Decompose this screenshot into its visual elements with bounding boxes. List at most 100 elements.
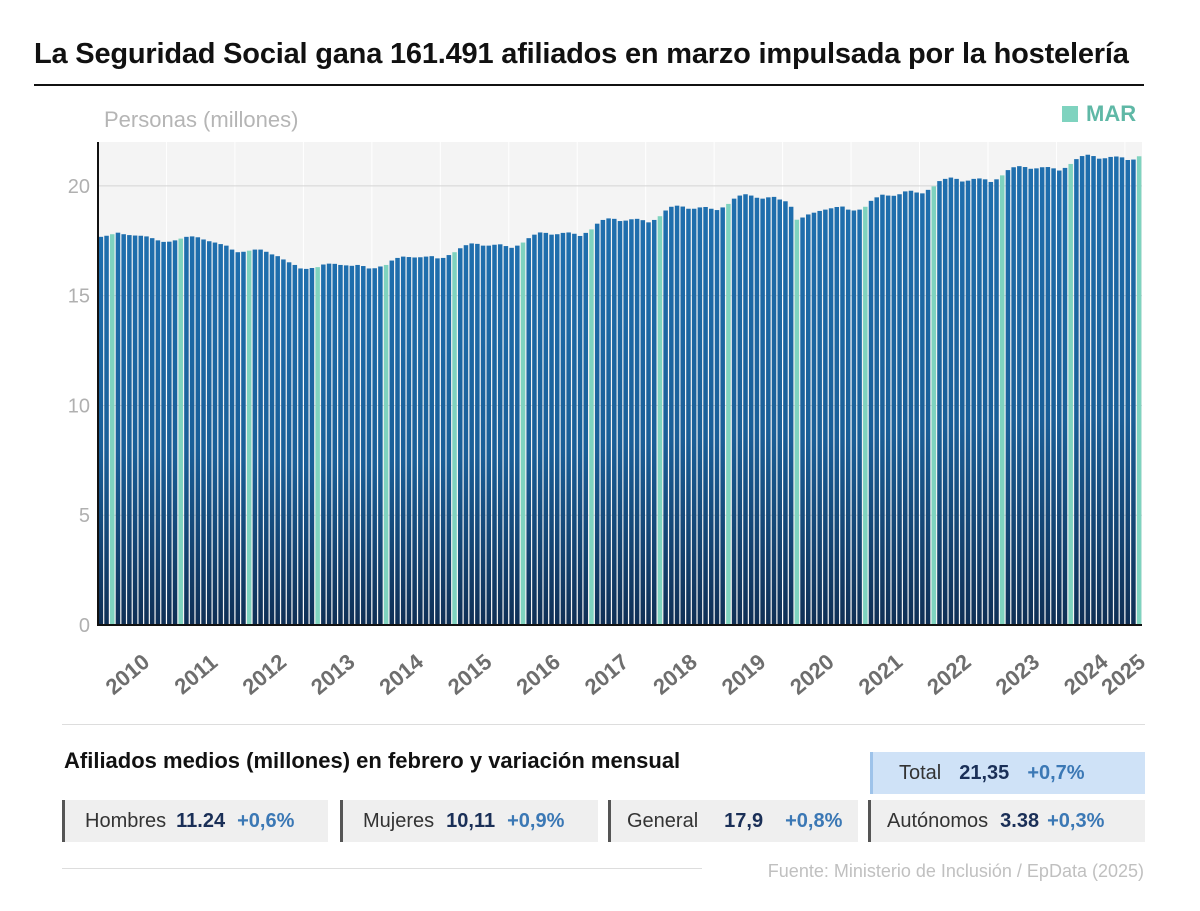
bar <box>731 198 737 625</box>
bar <box>697 207 703 626</box>
bar <box>748 195 754 625</box>
bar-highlight <box>794 219 800 625</box>
bar <box>497 244 503 625</box>
bar <box>891 195 897 626</box>
bar <box>1096 158 1102 625</box>
bar <box>720 207 725 626</box>
y-tick-label: 10 <box>68 395 90 417</box>
bar <box>1045 167 1051 625</box>
bar <box>172 240 178 626</box>
stat-total-value: 21,35 <box>959 761 1010 784</box>
bar <box>1062 167 1068 625</box>
bar <box>475 243 480 625</box>
bar <box>908 190 914 626</box>
x-tick-label: 2014 <box>374 648 428 699</box>
bar-highlight <box>589 229 594 625</box>
bar-highlight <box>1136 156 1142 625</box>
stat-general: General 17,9 +0,8% <box>608 800 858 842</box>
bar <box>366 268 372 625</box>
bar <box>543 232 549 625</box>
bar <box>942 178 948 625</box>
bar <box>201 239 206 626</box>
stat-total-change: +0,7% <box>1027 761 1085 784</box>
bar <box>212 242 218 626</box>
bar <box>925 189 931 626</box>
stat-general-label: General <box>627 809 699 832</box>
bar <box>480 245 486 625</box>
bar <box>640 220 646 625</box>
bar <box>1114 156 1119 626</box>
y-tick-label: 20 <box>68 176 90 198</box>
y-axis-label: Personas (millones) <box>104 107 299 132</box>
bar <box>1017 166 1022 625</box>
bar <box>149 238 155 625</box>
bar <box>400 256 406 625</box>
bar <box>902 191 908 625</box>
bar <box>965 180 971 625</box>
bar <box>264 251 269 625</box>
bar <box>429 256 434 625</box>
bar <box>338 264 343 625</box>
bar <box>988 181 994 625</box>
x-tick-label: 2012 <box>238 649 292 700</box>
bar <box>121 234 126 625</box>
bar <box>1034 168 1039 625</box>
stat-autonomos: Autónomos 3.38 +0,3% <box>868 800 1145 842</box>
bar <box>372 268 377 625</box>
bar <box>195 237 201 625</box>
bar <box>138 235 144 625</box>
bar <box>1119 157 1125 625</box>
bar <box>606 218 611 625</box>
bar <box>115 232 121 626</box>
bar <box>412 257 417 625</box>
legend-label: MAR <box>1086 101 1137 126</box>
bar <box>560 232 566 625</box>
bar <box>275 256 280 625</box>
bar <box>1079 156 1085 626</box>
bar <box>680 206 685 626</box>
bar <box>486 245 492 625</box>
bar <box>144 236 149 625</box>
bar <box>691 208 697 626</box>
bar <box>766 197 771 625</box>
bar-highlight <box>178 238 183 625</box>
bar <box>458 248 463 625</box>
bar <box>309 268 315 625</box>
bar <box>1091 156 1096 626</box>
bar <box>532 234 537 625</box>
bar <box>440 257 446 625</box>
bar <box>406 257 412 625</box>
y-tick-label: 5 <box>79 505 90 527</box>
bar <box>1039 167 1045 625</box>
bar <box>594 223 600 626</box>
bar <box>321 264 326 625</box>
bar <box>361 266 366 625</box>
bar <box>252 249 258 625</box>
stat-general-change: +0,8% <box>785 809 843 832</box>
bar <box>857 209 862 625</box>
bar <box>577 235 583 625</box>
bar <box>874 197 879 625</box>
bar <box>897 194 902 625</box>
bar <box>1074 159 1079 625</box>
bar <box>281 259 286 625</box>
x-tick-label: 2017 <box>580 649 634 700</box>
bar <box>851 210 857 625</box>
bar <box>686 208 691 626</box>
bar <box>646 222 651 625</box>
bar <box>303 268 309 625</box>
bar <box>709 208 714 626</box>
bar <box>355 264 360 625</box>
bar <box>1102 158 1108 625</box>
bar <box>612 218 617 625</box>
bar <box>777 199 782 625</box>
bar-highlight <box>1068 163 1073 625</box>
bar <box>554 234 560 625</box>
bar <box>960 181 965 625</box>
bar <box>651 219 657 625</box>
x-tick-label: 2015 <box>443 649 497 700</box>
bar <box>224 245 229 625</box>
bar <box>800 217 805 625</box>
stat-autonomos-change: +0,3% <box>1047 809 1105 832</box>
bar <box>218 244 223 625</box>
